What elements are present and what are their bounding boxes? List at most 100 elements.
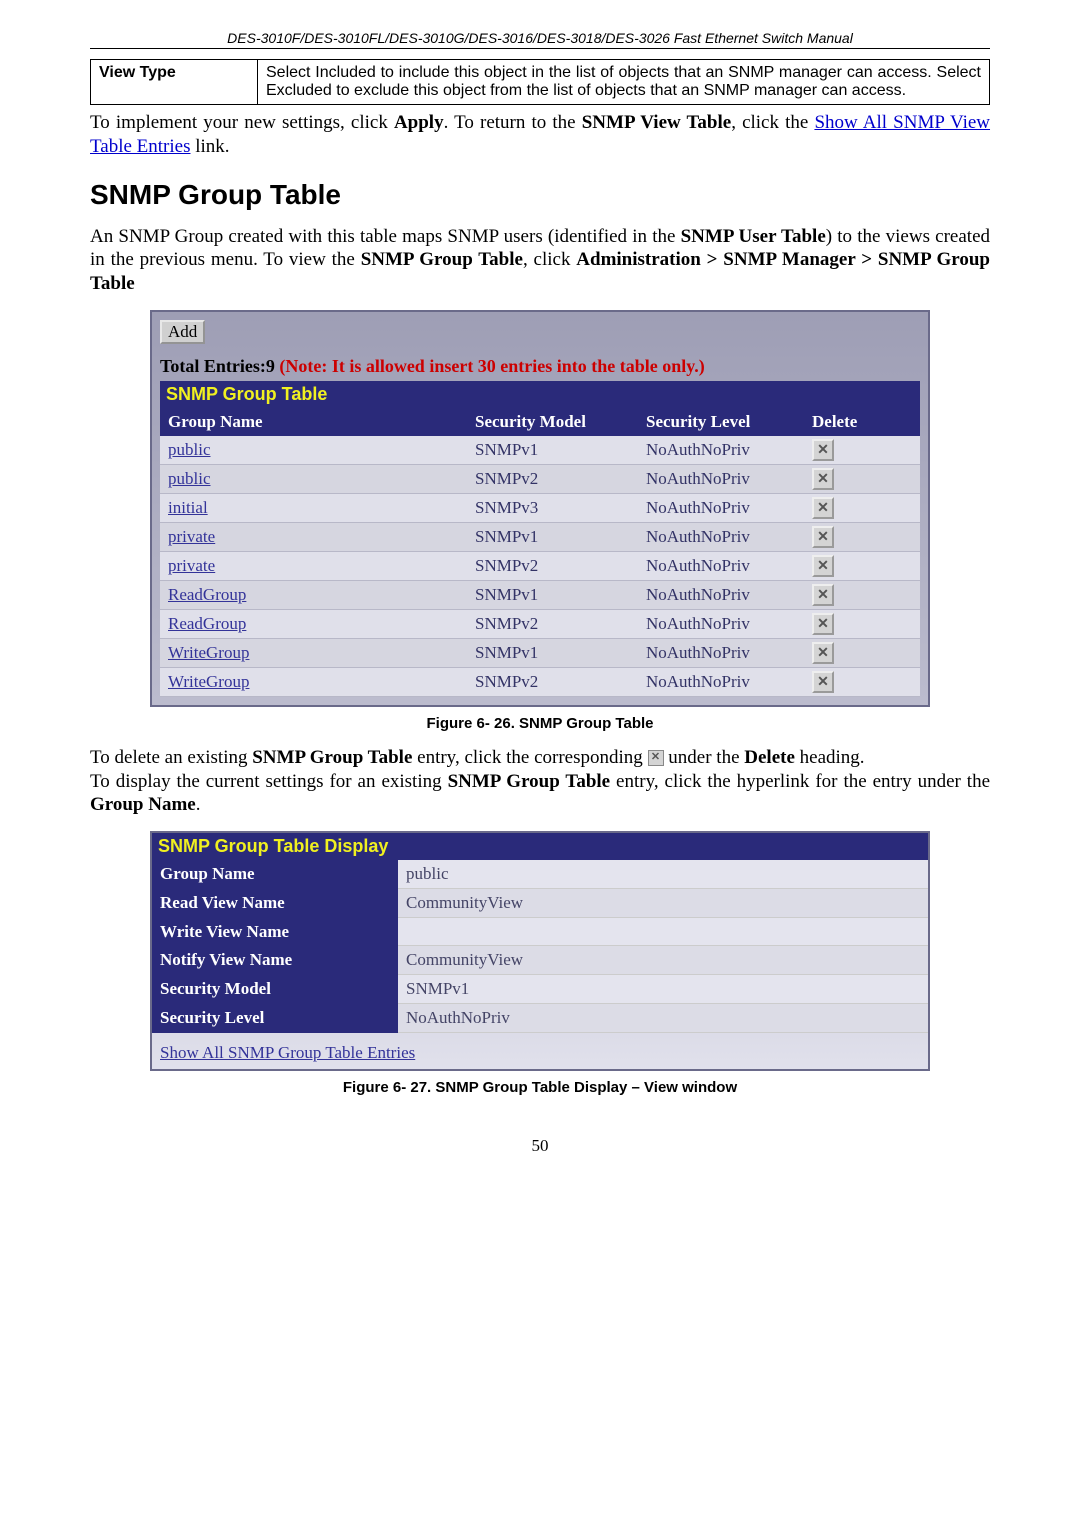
show-all-snmp-group-link[interactable]: Show All SNMP Group Table Entries [152,1033,928,1063]
display-row: Group Namepublic [152,860,928,889]
group-name-link[interactable]: public [168,469,211,488]
table-row: public SNMPv1 NoAuthNoPriv ✕ [160,436,920,465]
total-entries-note: (Note: It is allowed insert 30 entries i… [279,356,704,376]
page-number: 50 [90,1136,990,1156]
display-row: Security LevelNoAuthNoPriv [152,1004,928,1033]
bold-snmp-group-table: SNMP Group Table [361,249,523,270]
group-name-link[interactable]: private [168,527,215,546]
snmp-group-table: Group Name Security Model Security Level… [160,408,920,697]
group-name-link[interactable]: public [168,440,211,459]
security-model-cell: SNMPv1 [467,580,638,609]
paragraph-2: An SNMP Group created with this table ma… [90,225,990,296]
delete-icon[interactable]: ✕ [812,497,834,519]
text: . To return to the [444,112,582,133]
text: entry, click the hyperlink for the entry… [610,771,990,792]
delete-icon[interactable]: ✕ [812,584,834,606]
text: link. [191,136,230,157]
security-level-cell: NoAuthNoPriv [638,493,804,522]
text: entry, click the corresponding [412,747,647,768]
security-model-cell: SNMPv2 [467,609,638,638]
table-row: ReadGroup SNMPv2 NoAuthNoPriv ✕ [160,609,920,638]
group-name-link[interactable]: ReadGroup [168,614,246,633]
param-label: View Type [91,60,258,105]
security-model-cell: SNMPv3 [467,493,638,522]
text: An SNMP Group created with this table ma… [90,226,681,247]
display-row: Write View Name [152,918,928,946]
display-key: Group Name [152,860,398,889]
group-name-link[interactable]: ReadGroup [168,585,246,604]
security-model-cell: SNMPv1 [467,436,638,465]
table-row: initial SNMPv3 NoAuthNoPriv ✕ [160,493,920,522]
text: under the [664,747,745,768]
display-key: Notify View Name [152,946,398,975]
col-delete: Delete [804,408,920,436]
delete-icon[interactable]: ✕ [812,526,834,548]
table-row: ReadGroup SNMPv1 NoAuthNoPriv ✕ [160,580,920,609]
security-level-cell: NoAuthNoPriv [638,667,804,696]
delete-icon[interactable]: ✕ [812,642,834,664]
display-row: Security ModelSNMPv1 [152,975,928,1004]
paragraph-4: To display the current settings for an e… [90,770,990,818]
col-security-model: Security Model [467,408,638,436]
table-row: private SNMPv2 NoAuthNoPriv ✕ [160,551,920,580]
group-name-link[interactable]: private [168,556,215,575]
delete-icon[interactable]: ✕ [812,468,834,490]
display-key: Write View Name [152,918,398,946]
security-model-cell: SNMPv2 [467,464,638,493]
security-level-cell: NoAuthNoPriv [638,580,804,609]
table-title: SNMP Group Table [160,381,920,408]
display-value: public [398,860,928,889]
group-name-link[interactable]: initial [168,498,208,517]
figure-caption-26: Figure 6- 26. SNMP Group Table [150,715,930,732]
group-name-link[interactable]: WriteGroup [168,672,249,691]
table-row: WriteGroup SNMPv2 NoAuthNoPriv ✕ [160,667,920,696]
table-row: private SNMPv1 NoAuthNoPriv ✕ [160,522,920,551]
display-value: CommunityView [398,889,928,918]
col-security-level: Security Level [638,408,804,436]
text: To display the current settings for an e… [90,771,448,792]
security-level-cell: NoAuthNoPriv [638,464,804,493]
bold-delete: Delete [744,747,795,768]
delete-icon[interactable]: ✕ [812,613,834,635]
intro-paragraph-1: To implement your new settings, click Ap… [90,111,990,159]
bold-group-name: Group Name [90,794,196,815]
snmp-group-table-panel: Add Total Entries:9 (Note: It is allowed… [150,310,930,707]
add-button[interactable]: Add [160,320,205,344]
display-row: Read View NameCommunityView [152,889,928,918]
bold-snmp-user-table: SNMP User Table [681,226,826,247]
table-row: public SNMPv2 NoAuthNoPriv ✕ [160,464,920,493]
bold-snmp-group-table: SNMP Group Table [252,747,412,768]
delete-icon[interactable]: ✕ [812,555,834,577]
display-value: CommunityView [398,946,928,975]
snmp-group-display-panel: SNMP Group Table Display Group Namepubli… [150,831,930,1071]
group-name-link[interactable]: WriteGroup [168,643,249,662]
param-table: View Type Select Included to include thi… [90,59,990,105]
security-model-cell: SNMPv2 [467,551,638,580]
security-level-cell: NoAuthNoPriv [638,638,804,667]
display-value: NoAuthNoPriv [398,1004,928,1033]
security-model-cell: SNMPv2 [467,667,638,696]
page-header: DES-3010F/DES-3010FL/DES-3010G/DES-3016/… [90,30,990,49]
figure-caption-27: Figure 6- 27. SNMP Group Table Display –… [150,1079,930,1096]
table-header-row: Group Name Security Model Security Level… [160,408,920,436]
text: To implement your new settings, click [90,112,394,133]
delete-icon[interactable]: ✕ [812,671,834,693]
display-row: Notify View NameCommunityView [152,946,928,975]
security-level-cell: NoAuthNoPriv [638,609,804,638]
text: . [196,794,201,815]
inline-delete-icon: ✕ [648,750,664,766]
bold-snmp-group-table: SNMP Group Table [448,771,611,792]
total-entries-count: Total Entries:9 [160,356,279,376]
delete-icon[interactable]: ✕ [812,439,834,461]
col-group-name: Group Name [160,408,467,436]
display-table: Group Namepublic Read View NameCommunity… [152,860,928,1033]
param-desc: Select Included to include this object i… [258,60,990,105]
display-title: SNMP Group Table Display [152,833,928,860]
text: To delete an existing [90,747,252,768]
table-row: WriteGroup SNMPv1 NoAuthNoPriv ✕ [160,638,920,667]
display-value: SNMPv1 [398,975,928,1004]
text: , click the [731,112,814,133]
display-key: Security Level [152,1004,398,1033]
security-model-cell: SNMPv1 [467,522,638,551]
paragraph-3: To delete an existing SNMP Group Table e… [90,746,990,770]
